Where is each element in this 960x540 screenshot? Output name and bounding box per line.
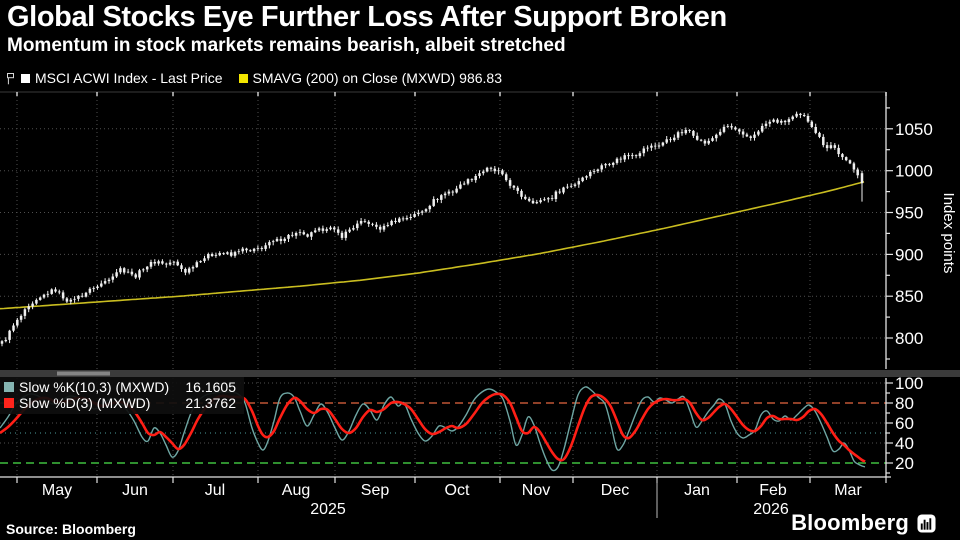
slow-k-swatch bbox=[4, 382, 14, 392]
chart-title: Global Stocks Eye Further Loss After Sup… bbox=[7, 1, 727, 33]
svg-text:2025: 2025 bbox=[310, 501, 346, 518]
svg-text:Nov: Nov bbox=[522, 482, 550, 499]
price-series-label: MSCI ACWI Index - Last Price bbox=[35, 70, 223, 86]
bloomberg-terminal-icon bbox=[917, 513, 936, 533]
stoch-k-line bbox=[0, 386, 866, 472]
axes bbox=[0, 91, 891, 478]
stochastic-legend: Slow %K(10,3) (MXWD) 16.1605 Slow %D(3) … bbox=[0, 377, 244, 414]
price-legend: MSCI ACWI Index - Last Price SMAVG (200)… bbox=[6, 70, 518, 86]
price-series-swatch bbox=[21, 73, 30, 83]
svg-text:800: 800 bbox=[895, 329, 923, 348]
svg-text:100: 100 bbox=[895, 374, 923, 393]
smavg-series-label: SMAVG (200) on Close (MXWD) 986.83 bbox=[252, 70, 503, 86]
slow-k-value: 16.1605 bbox=[185, 379, 236, 395]
svg-text:Aug: Aug bbox=[282, 482, 310, 499]
chart-properties-icon bbox=[6, 72, 15, 85]
svg-text:Jul: Jul bbox=[205, 482, 225, 499]
price-candles bbox=[0, 111, 864, 347]
legend-item-slow-d: Slow %D(3) (MXWD) 21.3762 bbox=[4, 395, 238, 411]
smavg-series-swatch bbox=[238, 73, 248, 83]
svg-text:850: 850 bbox=[895, 287, 923, 306]
slow-k-label: Slow %K(10,3) (MXWD) bbox=[19, 379, 170, 395]
tick-marks bbox=[16, 92, 893, 483]
legend-item-smavg: SMAVG (200) on Close (MXWD) 986.83 bbox=[238, 70, 503, 86]
svg-text:80: 80 bbox=[895, 394, 914, 413]
svg-text:Dec: Dec bbox=[601, 482, 629, 499]
svg-text:1000: 1000 bbox=[895, 162, 933, 181]
svg-text:May: May bbox=[42, 482, 72, 499]
bloomberg-logo: Bloomberg bbox=[791, 510, 936, 536]
sma-line bbox=[0, 181, 865, 310]
stoch-d-line bbox=[0, 392, 866, 463]
svg-text:900: 900 bbox=[895, 245, 923, 264]
bloomberg-wordmark: Bloomberg bbox=[791, 510, 909, 535]
source-credit: Source: Bloomberg bbox=[6, 521, 136, 537]
svg-text:40: 40 bbox=[895, 434, 914, 453]
slow-d-swatch bbox=[4, 398, 14, 408]
panel-divider bbox=[0, 370, 960, 377]
slow-d-label: Slow %D(3) (MXWD) bbox=[19, 395, 151, 411]
main-y-axis-title: Index points bbox=[940, 193, 957, 274]
svg-text:1050: 1050 bbox=[895, 120, 933, 139]
svg-text:Oct: Oct bbox=[445, 482, 470, 499]
svg-text:Mar: Mar bbox=[834, 482, 862, 499]
svg-text:20: 20 bbox=[895, 454, 914, 473]
chart-subtitle: Momentum in stock markets remains bearis… bbox=[7, 35, 566, 56]
legend-item-price: MSCI ACWI Index - Last Price bbox=[21, 70, 223, 86]
svg-text:Sep: Sep bbox=[361, 482, 390, 499]
slow-d-value: 21.3762 bbox=[185, 395, 236, 411]
svg-text:2026: 2026 bbox=[753, 501, 789, 518]
svg-text:Feb: Feb bbox=[759, 482, 787, 499]
svg-text:Jan: Jan bbox=[684, 482, 710, 499]
svg-text:60: 60 bbox=[895, 414, 914, 433]
svg-text:Jun: Jun bbox=[122, 482, 148, 499]
legend-item-slow-k: Slow %K(10,3) (MXWD) 16.1605 bbox=[4, 379, 238, 395]
svg-text:950: 950 bbox=[895, 204, 923, 223]
